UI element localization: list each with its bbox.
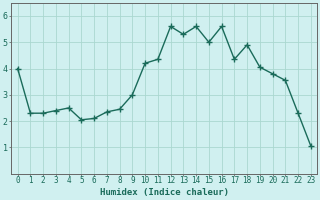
X-axis label: Humidex (Indice chaleur): Humidex (Indice chaleur) — [100, 188, 229, 197]
